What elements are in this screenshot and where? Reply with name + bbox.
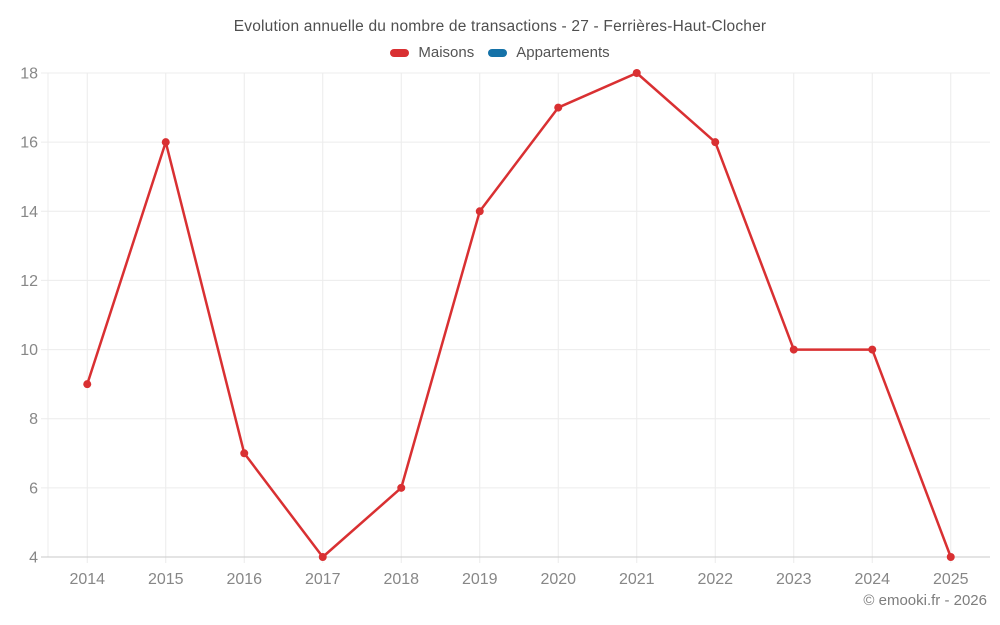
data-point-maisons-2020[interactable] [554,103,563,112]
y-tick-label: 12 [20,273,38,290]
x-tick-label: 2016 [226,571,262,588]
x-tick-label: 2020 [540,571,576,588]
data-point-maisons-2019[interactable] [475,207,484,216]
y-tick-label: 18 [20,66,38,83]
chart-legend: Maisons Appartements [0,44,1000,61]
data-point-maisons-2022[interactable] [711,138,720,147]
legend-item-appartements[interactable]: Appartements [488,44,610,61]
chart-title: Evolution annuelle du nombre de transact… [233,18,767,35]
y-tick-label: 16 [20,135,38,152]
data-point-maisons-2018[interactable] [397,483,406,492]
data-point-maisons-2014[interactable] [83,380,92,389]
x-tick-label: 2024 [854,571,890,588]
data-point-maisons-2024[interactable] [868,345,877,354]
legend-item-maisons[interactable]: Maisons [390,44,474,61]
x-tick-label: 2022 [697,571,733,588]
x-tick-label: 2014 [69,571,105,588]
series-line-maisons [86,71,952,559]
legend-label-maisons: Maisons [418,44,475,61]
x-tick-label: 2021 [619,571,655,588]
x-tick-label: 2019 [462,571,498,588]
data-point-maisons-2015[interactable] [161,138,170,147]
x-tick-label: 2023 [776,571,812,588]
x-tick-label: 2017 [305,571,341,588]
x-tick-label: 2018 [383,571,419,588]
y-tick-label: 4 [29,550,38,567]
legend-marker-appartements-icon [488,48,508,57]
legend-label-appartements: Appartements [516,44,610,61]
y-tick-label: 10 [20,342,38,359]
copyright: © emooki.fr - 2026 [863,592,987,609]
x-tick-label: 2025 [933,571,969,588]
data-point-maisons-2025[interactable] [946,553,955,561]
data-point-maisons-2023[interactable] [789,345,798,354]
y-tick-label: 8 [29,411,38,428]
data-point-maisons-2021[interactable] [632,69,641,77]
legend-marker-maisons-icon [390,48,410,57]
x-tick-label: 2015 [148,571,184,588]
y-tick-label: 6 [29,480,38,497]
y-tick-label: 14 [20,204,38,221]
data-point-maisons-2016[interactable] [240,449,249,458]
data-point-maisons-2017[interactable] [318,553,327,561]
